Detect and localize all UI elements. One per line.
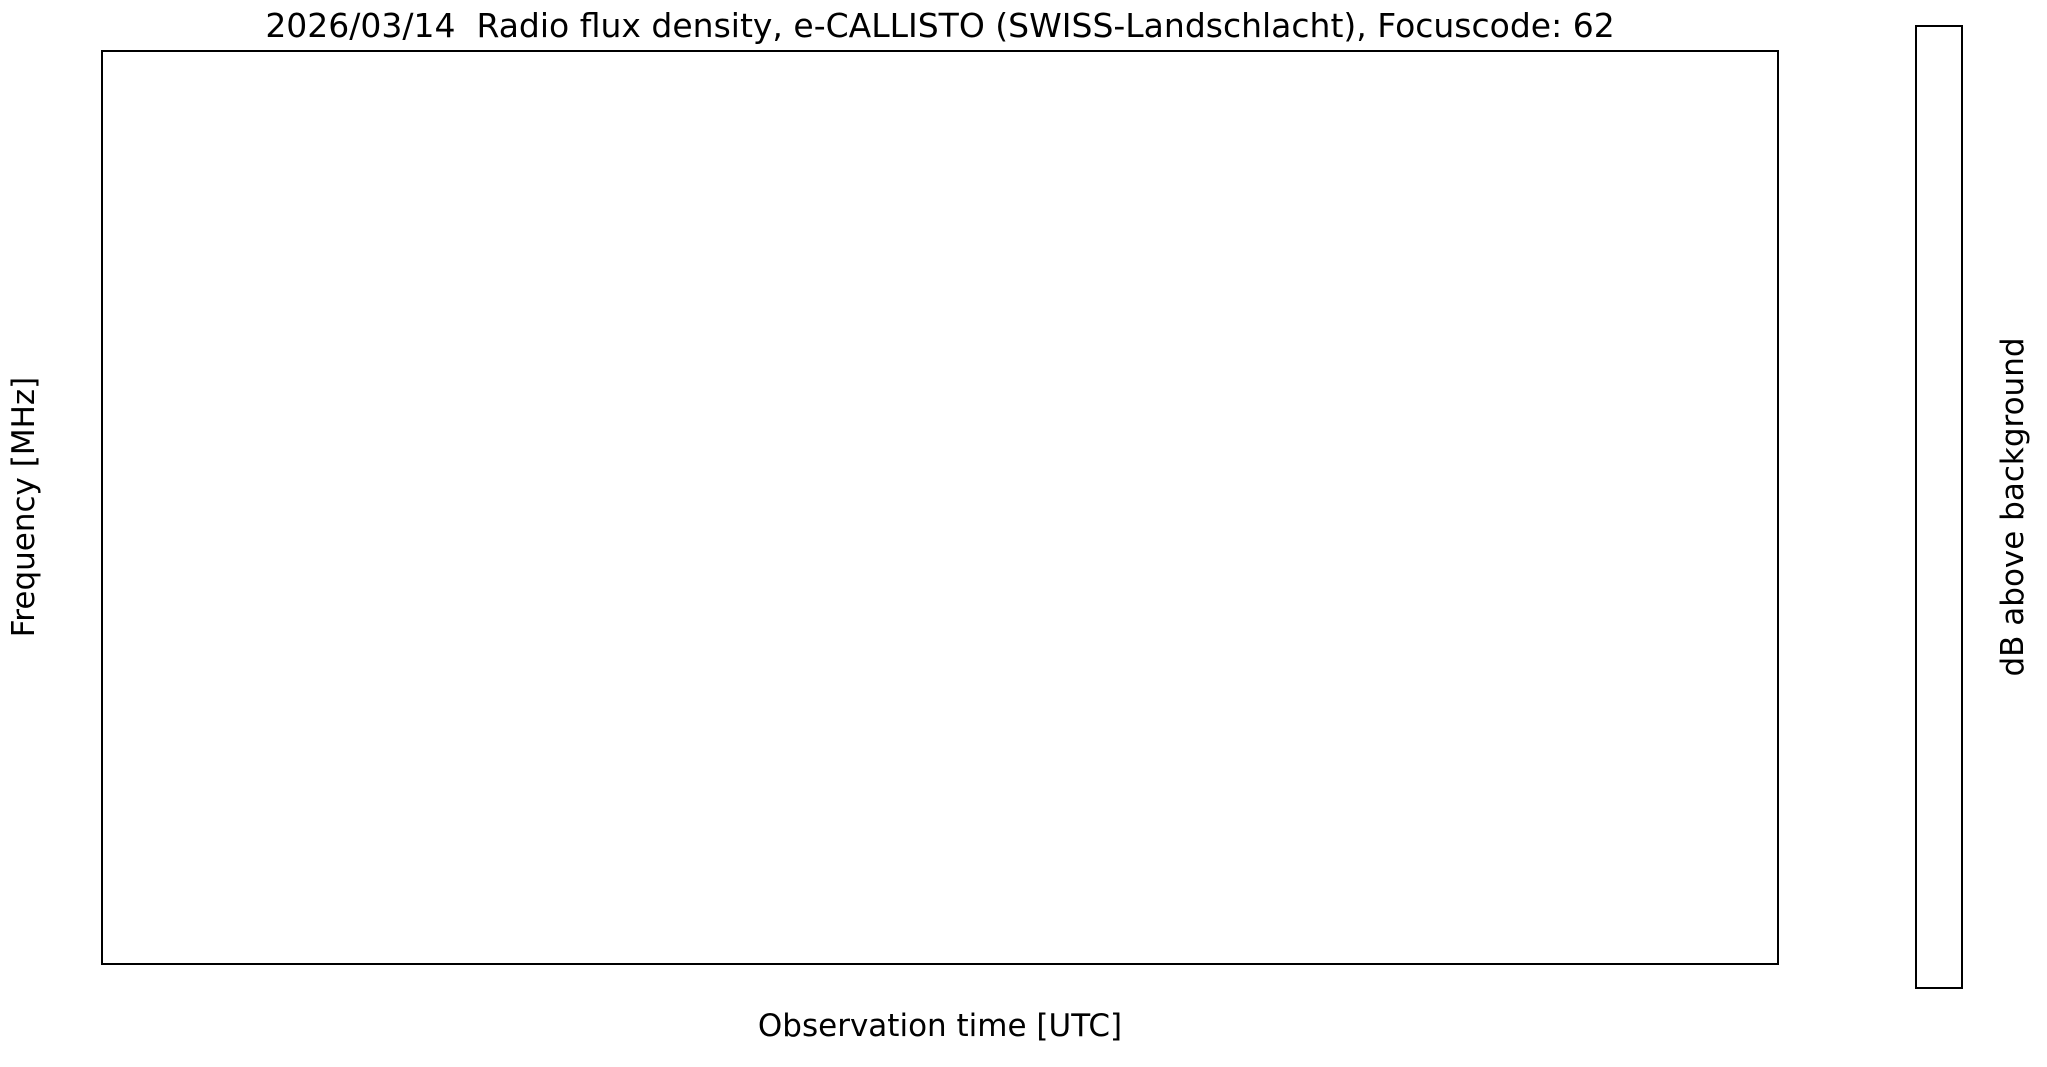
- colorbar: [1915, 25, 1963, 989]
- plot-area: [101, 50, 1779, 965]
- y-axis-label: Frequency [MHz]: [6, 376, 42, 638]
- colorbar-label: dB above background: [1995, 337, 2031, 677]
- colorbar-gradient-canvas: [1917, 27, 1961, 987]
- chart-title: 2026/03/14 Radio flux density, e-CALLIST…: [265, 6, 1615, 45]
- spectrogram-canvas: [103, 52, 1777, 963]
- x-axis-label: Observation time [UTC]: [757, 1008, 1123, 1044]
